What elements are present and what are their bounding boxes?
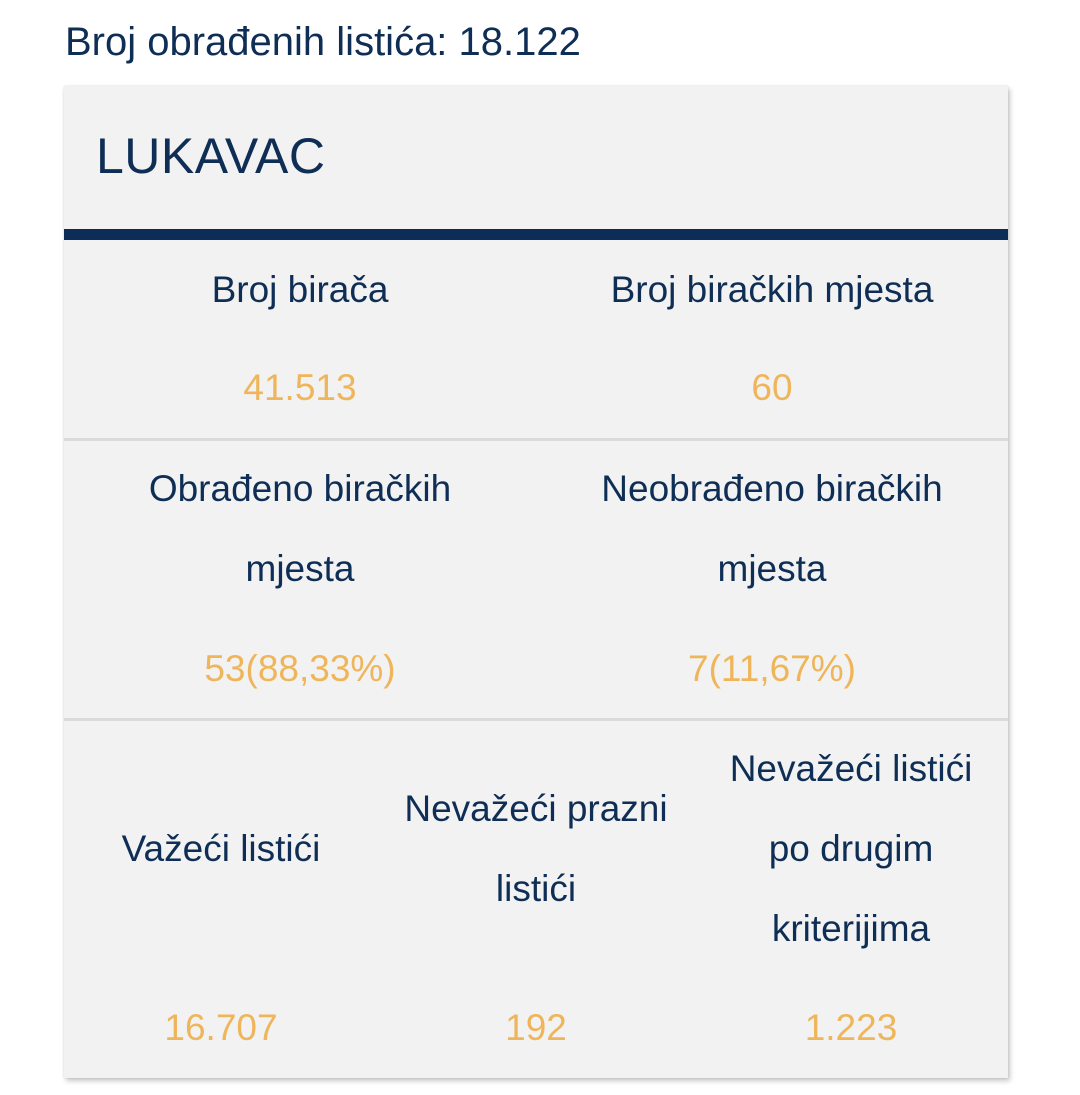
stat-value: 53(88,33%) [204,648,396,689]
stat-label-line: kriterijima [771,908,931,949]
stat-label-line: Obrađeno biračkih [148,468,452,509]
stat-label-line: mjesta [245,548,355,589]
stat-value: 7(11,67%) [688,648,856,689]
municipality-name: LUKAVAC [96,128,326,184]
stat-voters: Broj birača 41.513 [64,240,536,440]
stat-label-line: mjesta [717,548,827,589]
stat-label-line: Neobrađeno biračkih [601,468,943,509]
title-divider [64,229,1008,240]
stat-label: Broj biračkih mjesta [610,269,934,310]
stat-value: 16.707 [164,1007,278,1048]
stat-processed-stations: Obrađeno biračkih mjesta 53(88,33%) [64,441,536,717]
stat-value: 41.513 [243,367,357,408]
stat-invalid-blank-ballots: Nevažeći prazni listići 192 [378,721,694,1078]
municipality-results-card: LUKAVAC Broj birača 41.513 Broj biračkih… [64,86,1008,1078]
stat-unprocessed-stations: Neobrađeno biračkih mjesta 7(11,67%) [536,441,1008,717]
row-divider [64,718,1008,721]
stat-invalid-other-ballots: Nevažeći listići po drugim kriterijima 1… [694,721,1008,1078]
stats-row-processed: Obrađeno biračkih mjesta 53(88,33%) Neob… [64,441,1008,717]
stat-label: Broj birača [211,269,389,310]
stat-label-line: Važeći listići [121,828,321,869]
stats-row-ballots: Važeći listići 16.707 Nevažeći prazni li… [64,721,1008,1078]
row-divider [64,438,1008,441]
stat-valid-ballots: Važeći listići 16.707 [64,721,378,1078]
processed-ballots-heading: Broj obrađenih listića: 18.122 [65,20,581,64]
stat-label-line: po drugim [768,828,934,869]
stat-polling-stations: Broj biračkih mjesta 60 [536,240,1008,440]
stats-row-voters: Broj birača 41.513 Broj biračkih mjesta … [64,240,1008,440]
stat-label-line: listići [495,868,577,909]
stat-value: 1.223 [804,1007,898,1048]
stat-value: 60 [751,367,793,408]
stat-label-line: Nevažeći prazni [404,788,668,829]
stat-label-line: Nevažeći listići [729,748,973,789]
stat-value: 192 [505,1007,567,1048]
